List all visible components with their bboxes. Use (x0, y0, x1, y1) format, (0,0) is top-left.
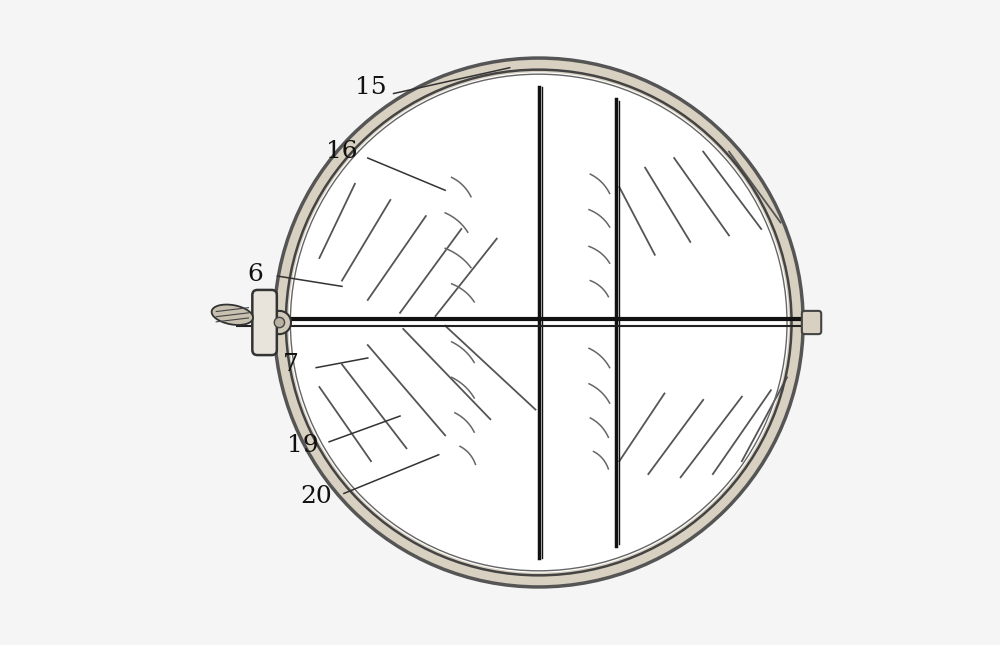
Text: 15: 15 (355, 75, 387, 99)
Text: 7: 7 (282, 353, 298, 376)
Circle shape (288, 72, 789, 573)
Text: 16: 16 (326, 140, 358, 163)
Wedge shape (274, 58, 803, 587)
Ellipse shape (212, 304, 253, 325)
Circle shape (268, 311, 291, 334)
Text: 19: 19 (287, 433, 319, 457)
FancyBboxPatch shape (802, 311, 821, 334)
Text: 6: 6 (247, 263, 263, 286)
FancyBboxPatch shape (252, 290, 277, 355)
Circle shape (274, 317, 285, 328)
Text: 20: 20 (300, 485, 332, 508)
